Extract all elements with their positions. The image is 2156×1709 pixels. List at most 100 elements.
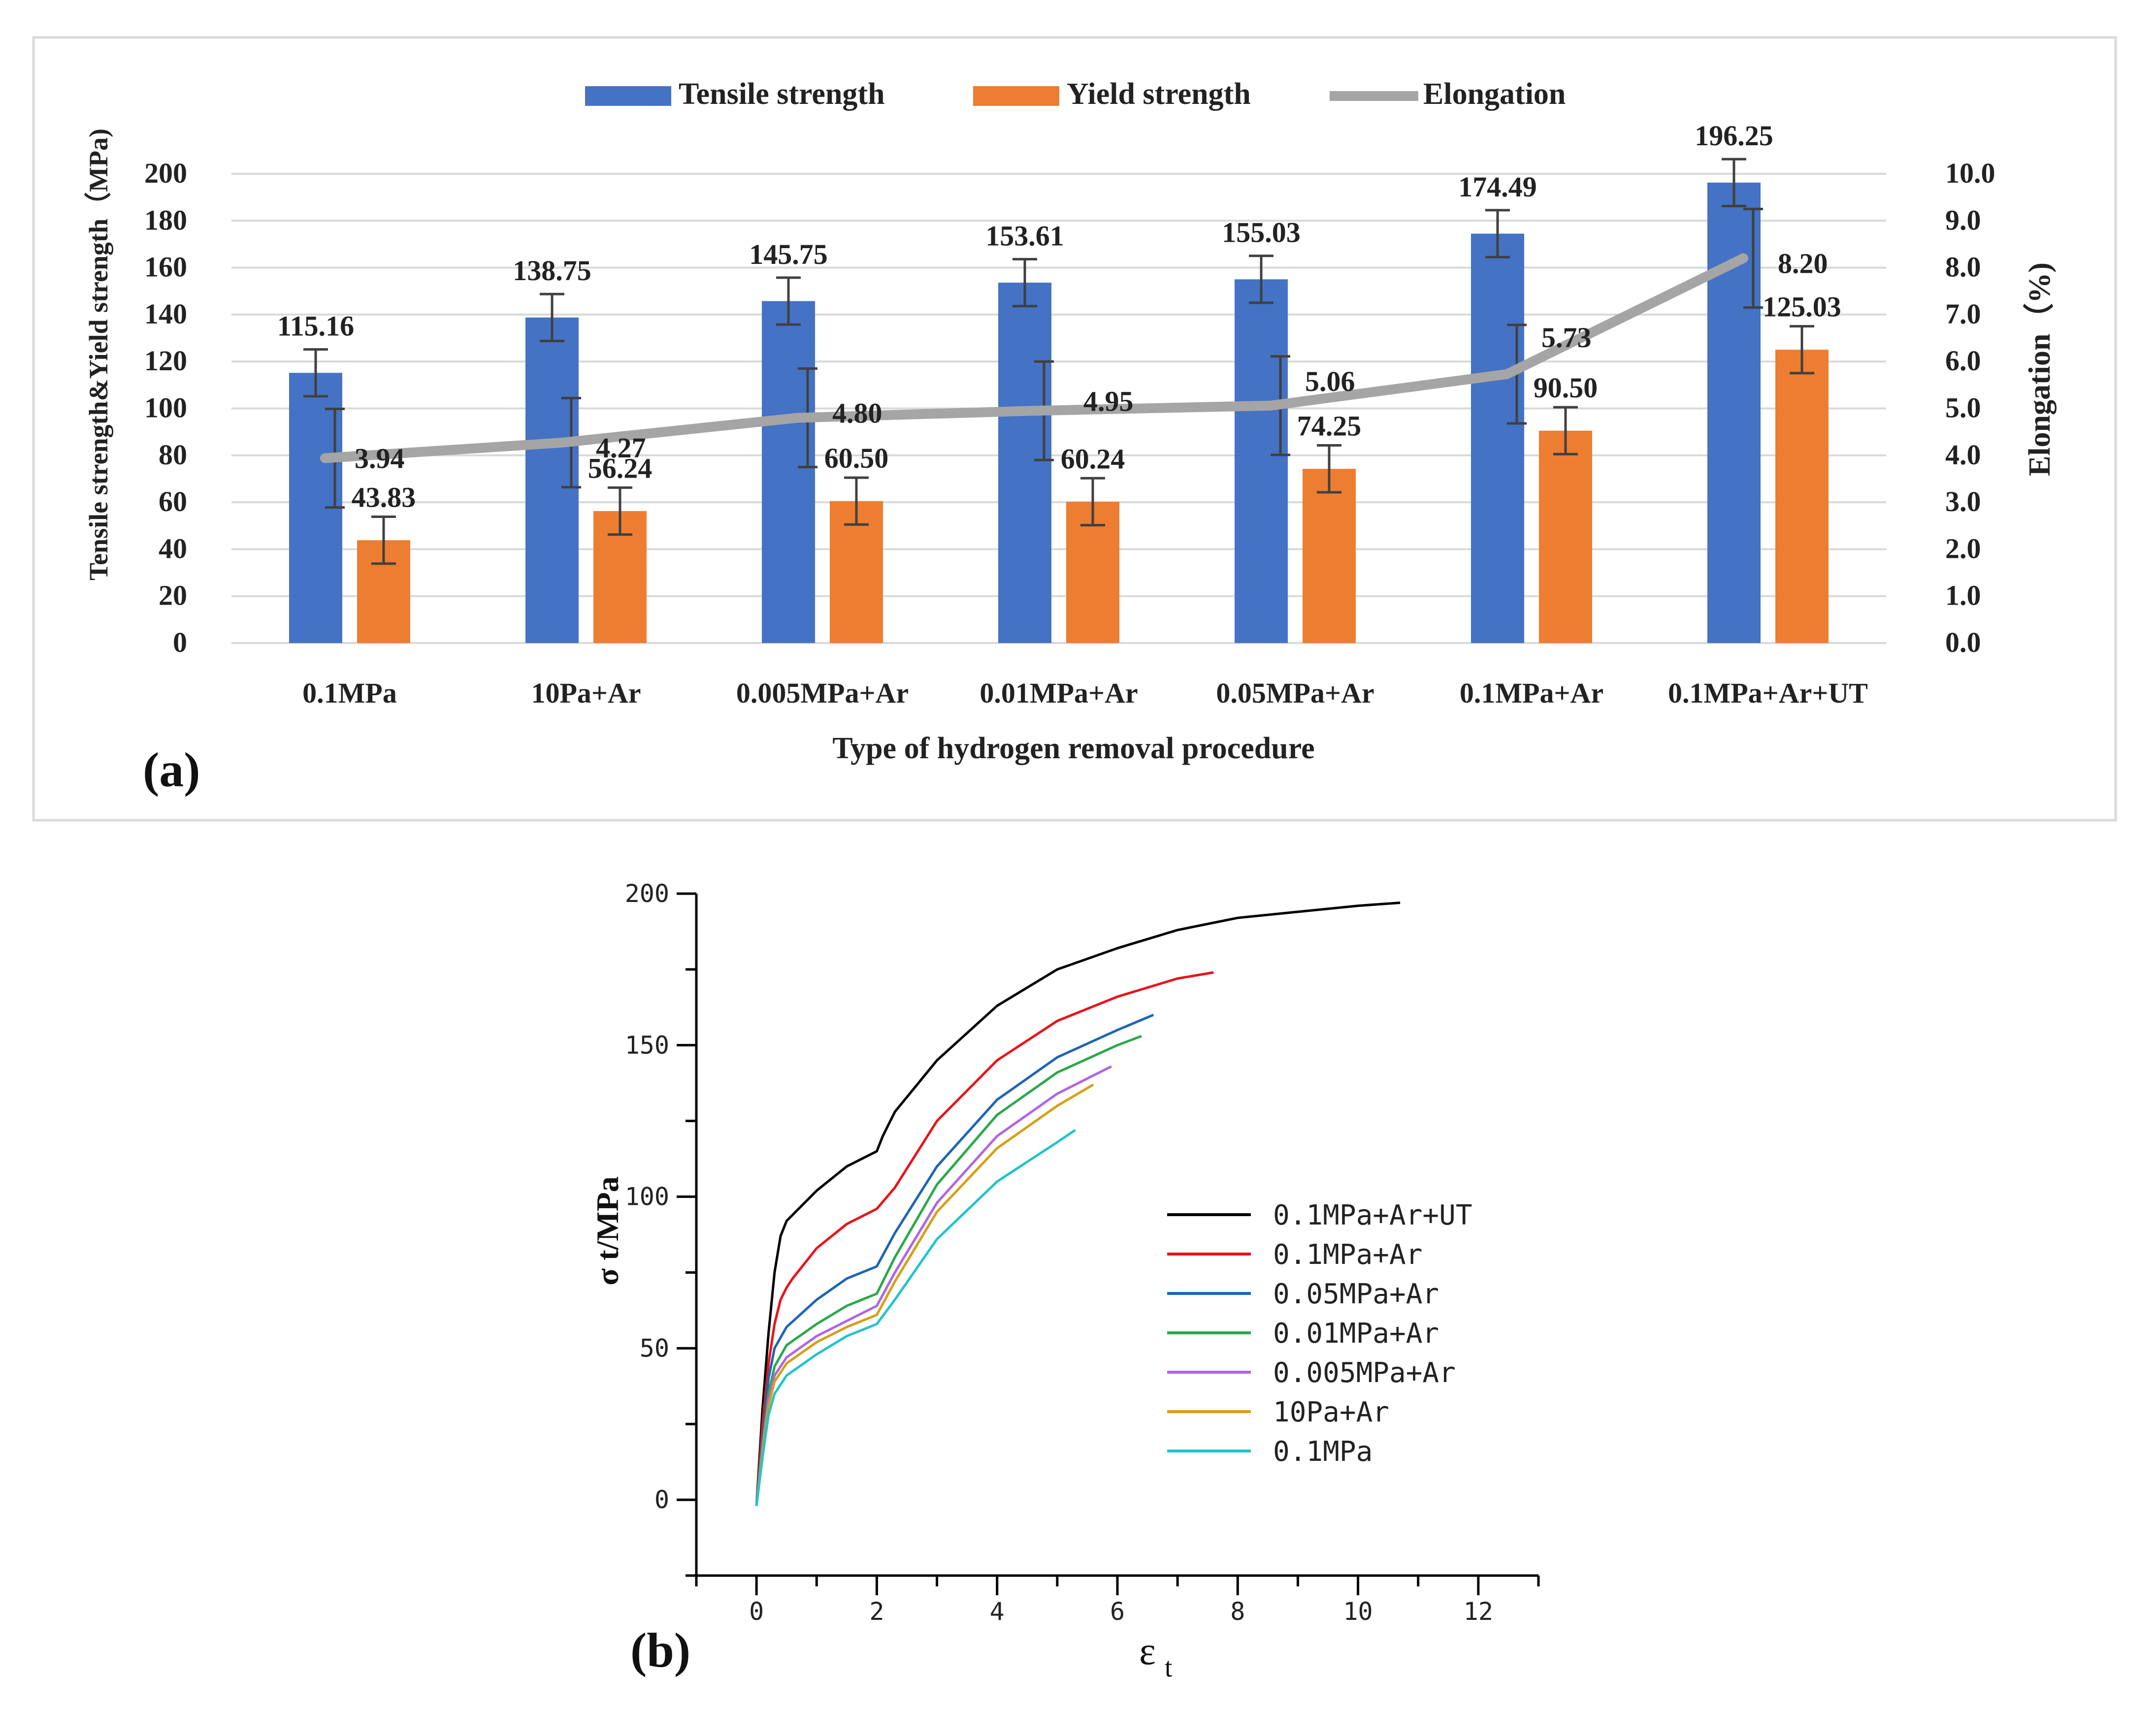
y-tick-label-a: 120 [144, 345, 187, 377]
data-label-tensile: 145.75 [749, 238, 828, 270]
bar-yield-strength [1303, 469, 1356, 643]
x-tick-label-a: 0.1MPa [302, 677, 397, 709]
legend-swatch [585, 86, 671, 106]
legend-label-b: 0.1MPa+Ar [1273, 1239, 1422, 1271]
data-label-tensile: 115.16 [277, 310, 354, 342]
legend-label-b: 10Pa+Ar [1273, 1396, 1389, 1428]
y-tick-label-b: 100 [625, 1183, 669, 1211]
panel-a-frame [32, 36, 2117, 822]
x-tick-label-b: 6 [1110, 1597, 1125, 1626]
y2-tick-label-a: 5.0 [1945, 392, 1981, 424]
series-line-0-1mpa [755, 1129, 1076, 1506]
data-label-elongation: 4.80 [832, 397, 882, 429]
x-tick-label-b: 2 [869, 1597, 884, 1626]
y-tick-label-a: 60 [159, 485, 187, 517]
data-label-elongation: 5.73 [1541, 322, 1592, 354]
legend-label: Yield strength [1067, 77, 1251, 111]
bar-tensile-strength [525, 317, 579, 643]
y2-tick-label-a: 10.0 [1945, 157, 1995, 189]
x-axis-title-b: ε [1139, 1630, 1156, 1673]
panel-label-b: (b) [630, 1623, 690, 1677]
data-label-yield: 56.24 [588, 452, 653, 484]
y-tick-label-a: 0 [173, 626, 187, 658]
x-tick-label-a: 0.05MPa+Ar [1216, 677, 1374, 709]
y2-tick-label-a: 7.0 [1945, 298, 1981, 330]
series-line-10pa-ar [755, 1083, 1094, 1506]
x-tick-label-b: 8 [1230, 1597, 1245, 1626]
y2-tick-label-a: 4.0 [1945, 439, 1981, 471]
y-tick-label-b: 0 [654, 1485, 669, 1514]
bar-tensile-strength [762, 301, 815, 643]
y2-tick-label-a: 1.0 [1945, 580, 1981, 612]
data-label-tensile: 174.49 [1458, 171, 1537, 203]
y-tick-label-a: 160 [144, 251, 187, 283]
y-tick-label-a: 200 [144, 157, 187, 189]
bar-tensile-strength [998, 283, 1051, 643]
panel-label-a: (a) [143, 742, 200, 797]
data-label-yield: 90.50 [1534, 372, 1598, 404]
y-tick-label-a: 100 [144, 392, 187, 424]
x-tick-label-a: 0.01MPa+Ar [980, 677, 1138, 709]
y2-tick-label-a: 9.0 [1945, 204, 1981, 236]
y-tick-label-b: 150 [625, 1031, 669, 1060]
y-tick-label-b: 50 [640, 1334, 669, 1362]
data-label-elongation: 4.27 [596, 432, 646, 464]
x-tick-label-b: 10 [1343, 1597, 1372, 1626]
x-tick-label-a: 0.1MPa+Ar+UT [1668, 677, 1868, 709]
bar-yield-strength [1539, 430, 1592, 643]
legend-label: Tensile strength [679, 77, 885, 111]
data-label-tensile: 138.75 [513, 255, 591, 287]
legend-label-b: 0.01MPa+Ar [1273, 1318, 1439, 1350]
series-line-0-05mpa-ar [755, 1013, 1154, 1506]
x-tick-label-b: 4 [990, 1597, 1005, 1626]
data-label-tensile: 155.03 [1222, 217, 1301, 249]
x-axis-title-sub-b: t [1165, 1652, 1173, 1683]
y-tick-label-a: 40 [159, 532, 187, 564]
y-axis-title-b: σ t/MPa [590, 1176, 625, 1285]
bar-tensile-strength [1471, 233, 1524, 643]
x-tick-label-a: 0.1MPa+Ar [1460, 677, 1603, 709]
data-label-elongation: 4.95 [1083, 385, 1134, 417]
data-label-yield: 60.24 [1061, 443, 1125, 475]
bar-yield-strength [1775, 350, 1829, 643]
y-tick-label-a: 80 [159, 439, 187, 471]
y-tick-label-a: 20 [159, 580, 187, 612]
data-label-tensile: 196.25 [1695, 120, 1773, 152]
legend-swatch [973, 86, 1059, 106]
y-tick-label-a: 180 [144, 204, 187, 236]
y2-axis-title-a: Elongation（%) [2022, 262, 2057, 476]
panel-a: 0 20 40 60 80 100 120 140 160 180 200 0.0 1.0 2.0 3.0 4… [84, 77, 2057, 797]
x-axis-title-a: Type of hydrogen removal procedure [832, 732, 1314, 765]
legend-label-b: 0.005MPa+Ar [1273, 1357, 1456, 1389]
data-label-elongation: 8.20 [1778, 248, 1828, 280]
series-line-0-01mpa-ar [755, 1034, 1142, 1506]
y2-tick-label-a: 6.0 [1945, 345, 1981, 377]
panel-b: 0 2 4 6 8 10 12 0 50 100 150 200 0.1MPa+Ar+UT 0.1MPa+… [590, 879, 1540, 1683]
y2-tick-label-a: 8.0 [1945, 251, 1981, 283]
data-label-yield: 125.03 [1763, 291, 1841, 323]
series-line-elongation [320, 253, 1748, 463]
legend-label: Elongation [1423, 77, 1566, 111]
series-line-0-1mpa-ar-ut [755, 902, 1401, 1506]
series-line-0-1mpa-ar [755, 971, 1214, 1506]
legend-label-b: 0.05MPa+Ar [1273, 1278, 1439, 1310]
y2-tick-label-a: 2.0 [1945, 532, 1981, 564]
data-label-elongation: 3.94 [355, 443, 405, 475]
series-line-0-005mpa-ar [755, 1065, 1112, 1506]
legend-label-b: 0.1MPa+Ar+UT [1273, 1199, 1472, 1231]
y2-tick-label-a: 3.0 [1945, 485, 1981, 517]
y-tick-label-a: 140 [144, 298, 187, 330]
legend-label-b: 0.1MPa [1273, 1436, 1372, 1468]
x-tick-label-b: 0 [749, 1597, 764, 1626]
y-tick-label-b: 200 [625, 879, 669, 908]
bar-tensile-strength [1235, 279, 1288, 643]
data-label-yield: 60.50 [824, 442, 889, 474]
x-tick-label-b: 12 [1464, 1597, 1493, 1626]
y-axis-title-a: Tensile strength&Yield strength（MPa) [84, 129, 113, 580]
data-label-yield: 43.83 [352, 482, 416, 514]
data-label-tensile: 153.61 [985, 220, 1064, 252]
x-tick-label-a: 10Pa+Ar [531, 677, 641, 709]
y2-tick-label-a: 0.0 [1945, 626, 1981, 658]
